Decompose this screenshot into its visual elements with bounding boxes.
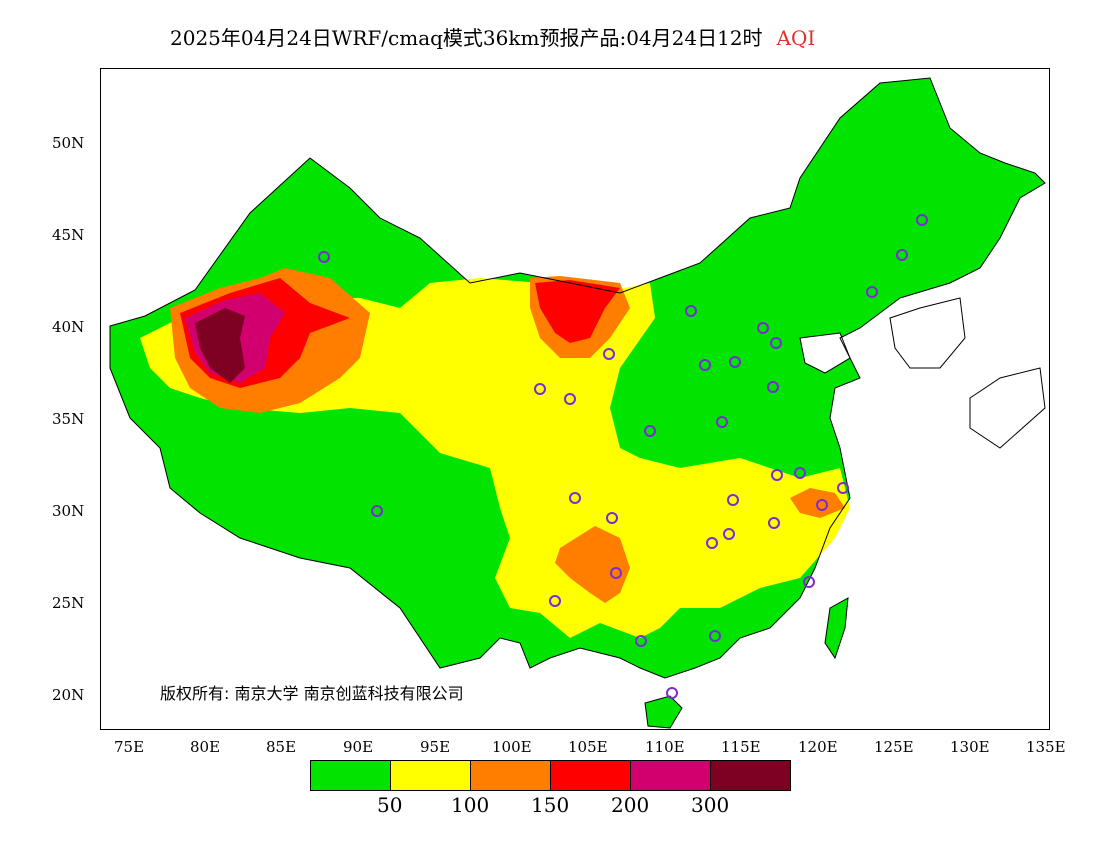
station-marker [318, 251, 330, 263]
station-marker [757, 322, 769, 334]
legend-swatch-good [310, 760, 391, 791]
station-marker [635, 635, 647, 647]
station-marker [644, 425, 656, 437]
lon-label: 90E [343, 738, 374, 756]
station-marker [767, 381, 779, 393]
region-unhealthy-nmg [535, 280, 620, 343]
station-marker [610, 567, 622, 579]
station-marker [770, 337, 782, 349]
legend-label: 200 [611, 793, 650, 817]
region-usg-sichuan [555, 526, 630, 603]
station-marker [606, 512, 618, 524]
legend-label: 300 [691, 793, 730, 817]
lat-label: 25N [52, 594, 85, 612]
lat-label: 35N [52, 410, 85, 428]
station-marker [699, 359, 711, 371]
station-marker [794, 467, 806, 479]
lon-label: 110E [645, 738, 685, 756]
lon-label: 80E [190, 738, 221, 756]
bohai-coast [799, 332, 851, 374]
station-marker [706, 537, 718, 549]
legend-label: 50 [377, 793, 403, 817]
lon-label: 85E [266, 738, 297, 756]
lon-label: 130E [950, 738, 990, 756]
map-title: 2025年04月24日WRF/cmaq模式36km预报产品:04月24日12时 A… [170, 22, 815, 51]
station-marker [896, 249, 908, 261]
region-hazardous [195, 308, 245, 383]
china-outline [109, 77, 1046, 679]
station-marker [729, 356, 741, 368]
legend-label: 100 [451, 793, 490, 817]
station-marker [727, 494, 739, 506]
legend-swatch-moderate [390, 760, 471, 791]
lon-label: 135E [1026, 738, 1066, 756]
lon-label: 115E [721, 738, 761, 756]
lat-label: 45N [52, 226, 85, 244]
lat-label: 40N [52, 318, 85, 336]
korea-coast [889, 297, 966, 369]
legend-swatch-unhealthy [550, 760, 631, 791]
station-marker [837, 482, 849, 494]
legend-swatch-very-unhealthy [630, 760, 711, 791]
station-marker [716, 416, 728, 428]
title-variable: AQI [776, 26, 816, 50]
taiwan [824, 597, 849, 660]
station-marker [564, 393, 576, 405]
lon-label: 120E [798, 738, 838, 756]
station-marker [371, 505, 383, 517]
station-markers [318, 214, 928, 699]
station-marker [666, 687, 678, 699]
lat-label: 50N [52, 134, 85, 152]
legend-swatch-usg [470, 760, 551, 791]
station-marker [549, 595, 561, 607]
color-legend [310, 760, 791, 791]
station-marker [803, 576, 815, 588]
copyright-text: 版权所有: 南京大学 南京创蓝科技有限公司 [160, 684, 464, 703]
station-marker [709, 630, 721, 642]
japan-coast [969, 367, 1046, 449]
station-marker [603, 348, 615, 360]
station-marker [723, 528, 735, 540]
legend-swatch-hazardous [710, 760, 791, 791]
title-text: 2025年04月24日WRF/cmaq模式36km预报产品:04月24日12时 [170, 26, 763, 50]
legend-label: 150 [531, 793, 570, 817]
aqi-map [100, 68, 1050, 730]
station-marker [569, 492, 581, 504]
station-marker [866, 286, 878, 298]
lon-label: 95E [420, 738, 451, 756]
lat-label: 30N [52, 502, 85, 520]
lon-label: 100E [492, 738, 532, 756]
hainan [644, 695, 683, 729]
station-marker [916, 214, 928, 226]
station-marker [685, 305, 697, 317]
station-marker [816, 499, 828, 511]
lon-label: 105E [568, 738, 608, 756]
lon-label: 125E [874, 738, 914, 756]
station-marker [768, 517, 780, 529]
lat-label: 20N [52, 686, 85, 704]
station-marker [534, 383, 546, 395]
lon-label: 75E [114, 738, 145, 756]
station-marker [771, 469, 783, 481]
